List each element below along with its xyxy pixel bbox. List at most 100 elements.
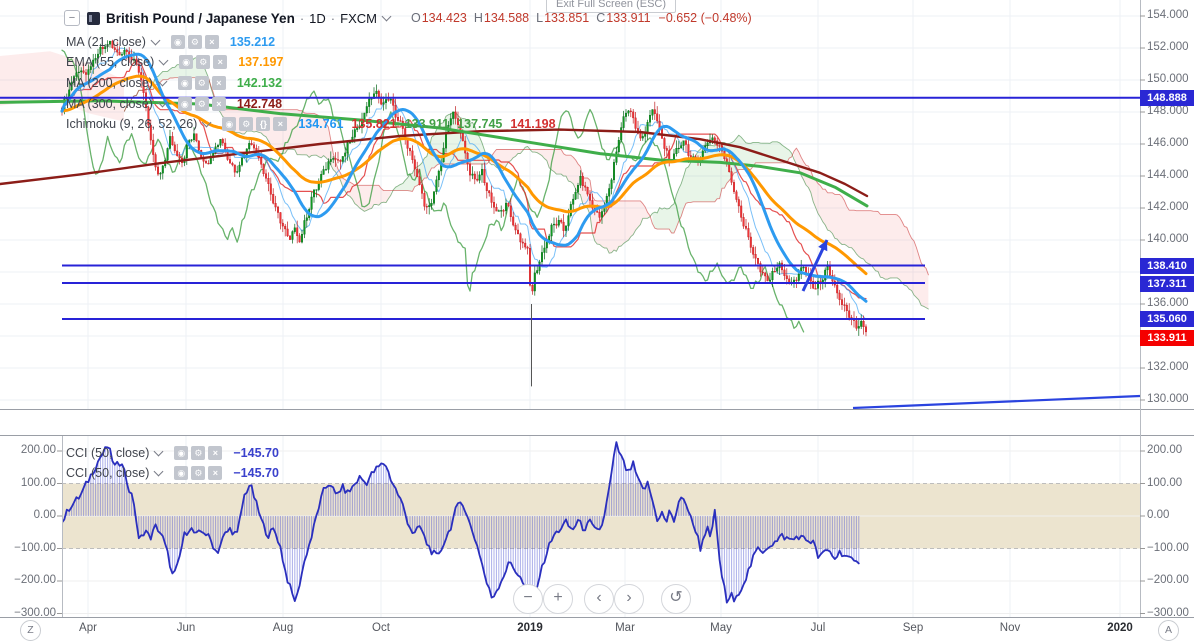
- price-badge: 137.311: [1140, 276, 1194, 292]
- delete-icon[interactable]: ×: [211, 75, 226, 90]
- cci-tick-label: 200.00: [1147, 444, 1183, 456]
- visibility-icon[interactable]: ◉: [177, 96, 192, 111]
- visibility-icon[interactable]: ◉: [174, 445, 189, 460]
- price-tick-label: 152.000: [1147, 41, 1189, 53]
- delete-icon[interactable]: ×: [273, 117, 288, 132]
- chevron-down-icon[interactable]: [153, 466, 164, 477]
- chevron-down-icon[interactable]: [157, 97, 168, 108]
- symbol-logo-icon: [87, 11, 100, 25]
- chevron-down-icon[interactable]: [158, 55, 169, 66]
- cci-tick-label: −300.00: [14, 606, 56, 619]
- cci-tick-label: 100.00: [20, 476, 56, 489]
- braces-icon[interactable]: {}: [256, 117, 271, 132]
- legend-icon-group: ◉ ⚙{} ×: [222, 117, 290, 132]
- scroll-left-button[interactable]: ‹: [584, 584, 614, 614]
- indicator-label[interactable]: EMA (55, close): [66, 55, 155, 70]
- settings-icon[interactable]: ⚙: [194, 96, 209, 111]
- indicator-value: 135.821: [351, 117, 397, 132]
- ohlc-label: O: [410, 11, 421, 25]
- chevron-down-icon[interactable]: [201, 117, 212, 128]
- cci-tick-label: −200.00: [1147, 574, 1189, 586]
- zoom-out-button[interactable]: −: [513, 584, 543, 614]
- indicator-label[interactable]: CCI (50, close): [66, 466, 150, 481]
- indicator-label[interactable]: MA (200, close): [66, 75, 153, 90]
- symbol-name[interactable]: British Pound / Japanese Yen: [106, 10, 295, 26]
- time-label: Jun: [176, 622, 196, 634]
- legend-icon-group: ◉ ⚙ ×: [174, 466, 225, 481]
- delete-icon[interactable]: ×: [208, 445, 223, 460]
- timeframe-selector[interactable]: 1D: [309, 10, 326, 26]
- legend-icon-group: ◉ ⚙ ×: [174, 445, 225, 460]
- cci-tick-label: −300.00: [1147, 606, 1189, 619]
- ohlc-readout: O134.423 H134.588 L133.851 C133.911: [404, 11, 651, 25]
- indicator-value: 142.132: [236, 75, 283, 90]
- indicator-label[interactable]: MA (300, close): [66, 96, 153, 111]
- settings-icon[interactable]: ⚙: [187, 34, 202, 49]
- timezone-button[interactable]: Z: [20, 620, 41, 641]
- visibility-icon[interactable]: ◉: [170, 34, 185, 49]
- delete-icon[interactable]: ×: [211, 96, 226, 111]
- indicator-value: 135.212: [229, 34, 276, 49]
- ohlc-value: 134.588: [483, 11, 530, 25]
- chevron-down-icon[interactable]: [157, 76, 168, 87]
- settings-icon[interactable]: ⚙: [194, 75, 209, 90]
- chevron-down-icon[interactable]: [381, 11, 392, 22]
- time-label: May: [710, 622, 732, 634]
- chevron-down-icon[interactable]: [153, 446, 164, 456]
- chevron-down-icon[interactable]: [150, 35, 161, 45]
- visibility-icon[interactable]: ◉: [222, 117, 237, 132]
- time-label: 2020: [1107, 622, 1133, 634]
- cci-tick-label: 0.00: [33, 509, 56, 521]
- time-label: Jul: [810, 622, 826, 634]
- delete-icon[interactable]: ×: [208, 466, 223, 481]
- time-label: Nov: [999, 622, 1021, 634]
- legend-row: MA (200, close) ◉ ⚙ × 142.132: [66, 74, 282, 91]
- delete-icon[interactable]: ×: [213, 55, 228, 70]
- legend-row: CCI (50, close) ◉ ⚙ × −145.70: [66, 444, 279, 461]
- settings-icon[interactable]: ⚙: [191, 466, 206, 481]
- legend-row: Ichimoku (9, 26, 52, 26) ◉ ⚙{} × 134.761 135.…: [66, 116, 556, 133]
- auto-scale-button[interactable]: A: [1158, 620, 1179, 641]
- ohlc-label: L: [536, 11, 544, 25]
- indicator-label[interactable]: CCI (50, close): [66, 445, 150, 460]
- legend-icon-group: ◉ ⚙ ×: [170, 34, 222, 49]
- legend-row: MA (21, close) ◉ ⚙ × 135.212: [66, 33, 275, 50]
- ohlc-label: C: [596, 11, 606, 25]
- settings-icon[interactable]: ⚙: [191, 445, 206, 460]
- scroll-right-button[interactable]: ›: [614, 584, 644, 614]
- indicator-label[interactable]: MA (21, close): [66, 34, 146, 49]
- time-label: Oct: [372, 622, 390, 634]
- delete-icon[interactable]: ×: [204, 34, 219, 49]
- indicator-value: −145.70: [233, 466, 279, 481]
- price-badge: 148.888: [1140, 90, 1194, 106]
- indicator-label[interactable]: Ichimoku (9, 26, 52, 26): [66, 117, 198, 132]
- indicator-value: 137.745: [457, 117, 503, 132]
- indicator-value: 137.197: [238, 55, 284, 70]
- cci-tick-label: 200.00: [20, 444, 56, 456]
- price-badge: 138.410: [1140, 258, 1194, 274]
- reset-chart-button[interactable]: ↺: [661, 584, 691, 614]
- price-tick-label: 148.000: [1147, 105, 1189, 117]
- visibility-icon[interactable]: ◉: [179, 55, 194, 70]
- ohlc-label: H: [473, 11, 483, 25]
- settings-icon[interactable]: ⚙: [196, 55, 211, 70]
- legend-icon-group: ◉ ⚙ ×: [177, 75, 229, 90]
- separator-dot: ·: [330, 10, 336, 26]
- visibility-icon[interactable]: ◉: [174, 466, 189, 481]
- zoom-in-button[interactable]: +: [543, 584, 573, 614]
- settings-icon[interactable]: ⚙: [239, 117, 254, 132]
- cci-tick-label: −100.00: [14, 541, 56, 554]
- price-tick-label: 150.000: [1147, 73, 1189, 85]
- indicator-value: 142.748: [236, 96, 283, 111]
- price-tick-label: 140.000: [1147, 233, 1189, 245]
- price-tick-label: 136.000: [1147, 297, 1189, 309]
- collapse-button[interactable]: −: [64, 10, 80, 26]
- exit-fullscreen-tooltip: Exit Full Screen (ESC): [546, 0, 677, 13]
- price-tick-label: 146.000: [1147, 137, 1189, 149]
- time-axis[interactable]: Z Apr Jun Aug Oct 2019 Mar May Jul Sep Nov 2020 A: [0, 618, 1194, 641]
- visibility-icon[interactable]: ◉: [177, 75, 192, 90]
- change-readout: −0.652 (−0.48%): [658, 11, 752, 25]
- ohlc-value: 134.423: [421, 11, 467, 25]
- indicator-value: −145.70: [233, 445, 279, 460]
